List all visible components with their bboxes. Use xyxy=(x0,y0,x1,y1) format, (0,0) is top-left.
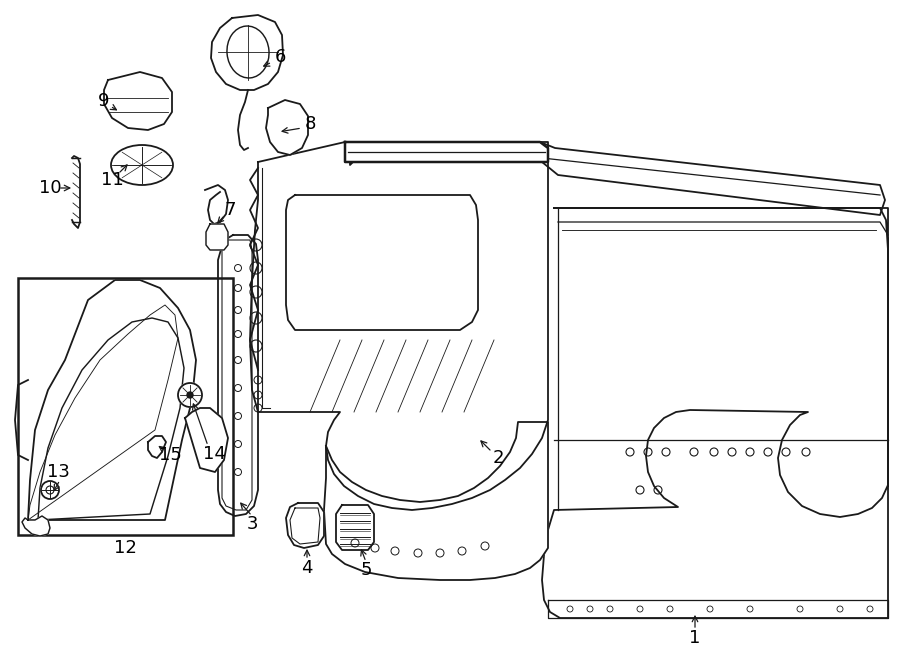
Polygon shape xyxy=(148,436,166,458)
Polygon shape xyxy=(28,280,196,520)
Polygon shape xyxy=(542,208,888,618)
Polygon shape xyxy=(185,408,228,472)
Polygon shape xyxy=(350,142,885,215)
Polygon shape xyxy=(22,516,50,536)
Text: 1: 1 xyxy=(689,629,701,647)
Circle shape xyxy=(187,392,193,398)
Circle shape xyxy=(178,383,202,407)
Polygon shape xyxy=(206,224,228,250)
Text: 10: 10 xyxy=(39,179,61,197)
Text: 11: 11 xyxy=(101,171,123,189)
Polygon shape xyxy=(266,100,308,155)
Text: 4: 4 xyxy=(302,559,313,577)
Bar xyxy=(18,278,233,535)
Polygon shape xyxy=(345,142,548,162)
Text: 13: 13 xyxy=(47,463,69,481)
Text: 12: 12 xyxy=(113,539,137,557)
Ellipse shape xyxy=(111,145,173,185)
Polygon shape xyxy=(286,503,324,548)
Text: 14: 14 xyxy=(202,445,225,463)
Polygon shape xyxy=(211,15,283,90)
Text: 7: 7 xyxy=(224,201,236,219)
Text: 15: 15 xyxy=(158,446,182,464)
Text: 5: 5 xyxy=(360,561,372,579)
Polygon shape xyxy=(104,72,172,130)
Text: 2: 2 xyxy=(492,449,504,467)
Polygon shape xyxy=(286,195,478,330)
Text: 3: 3 xyxy=(247,515,257,533)
Text: 8: 8 xyxy=(304,115,316,133)
Text: 6: 6 xyxy=(274,48,285,66)
Polygon shape xyxy=(324,422,548,580)
Polygon shape xyxy=(336,505,374,550)
Polygon shape xyxy=(218,235,258,516)
Text: 9: 9 xyxy=(98,92,110,110)
Circle shape xyxy=(41,481,59,499)
Polygon shape xyxy=(250,142,548,510)
